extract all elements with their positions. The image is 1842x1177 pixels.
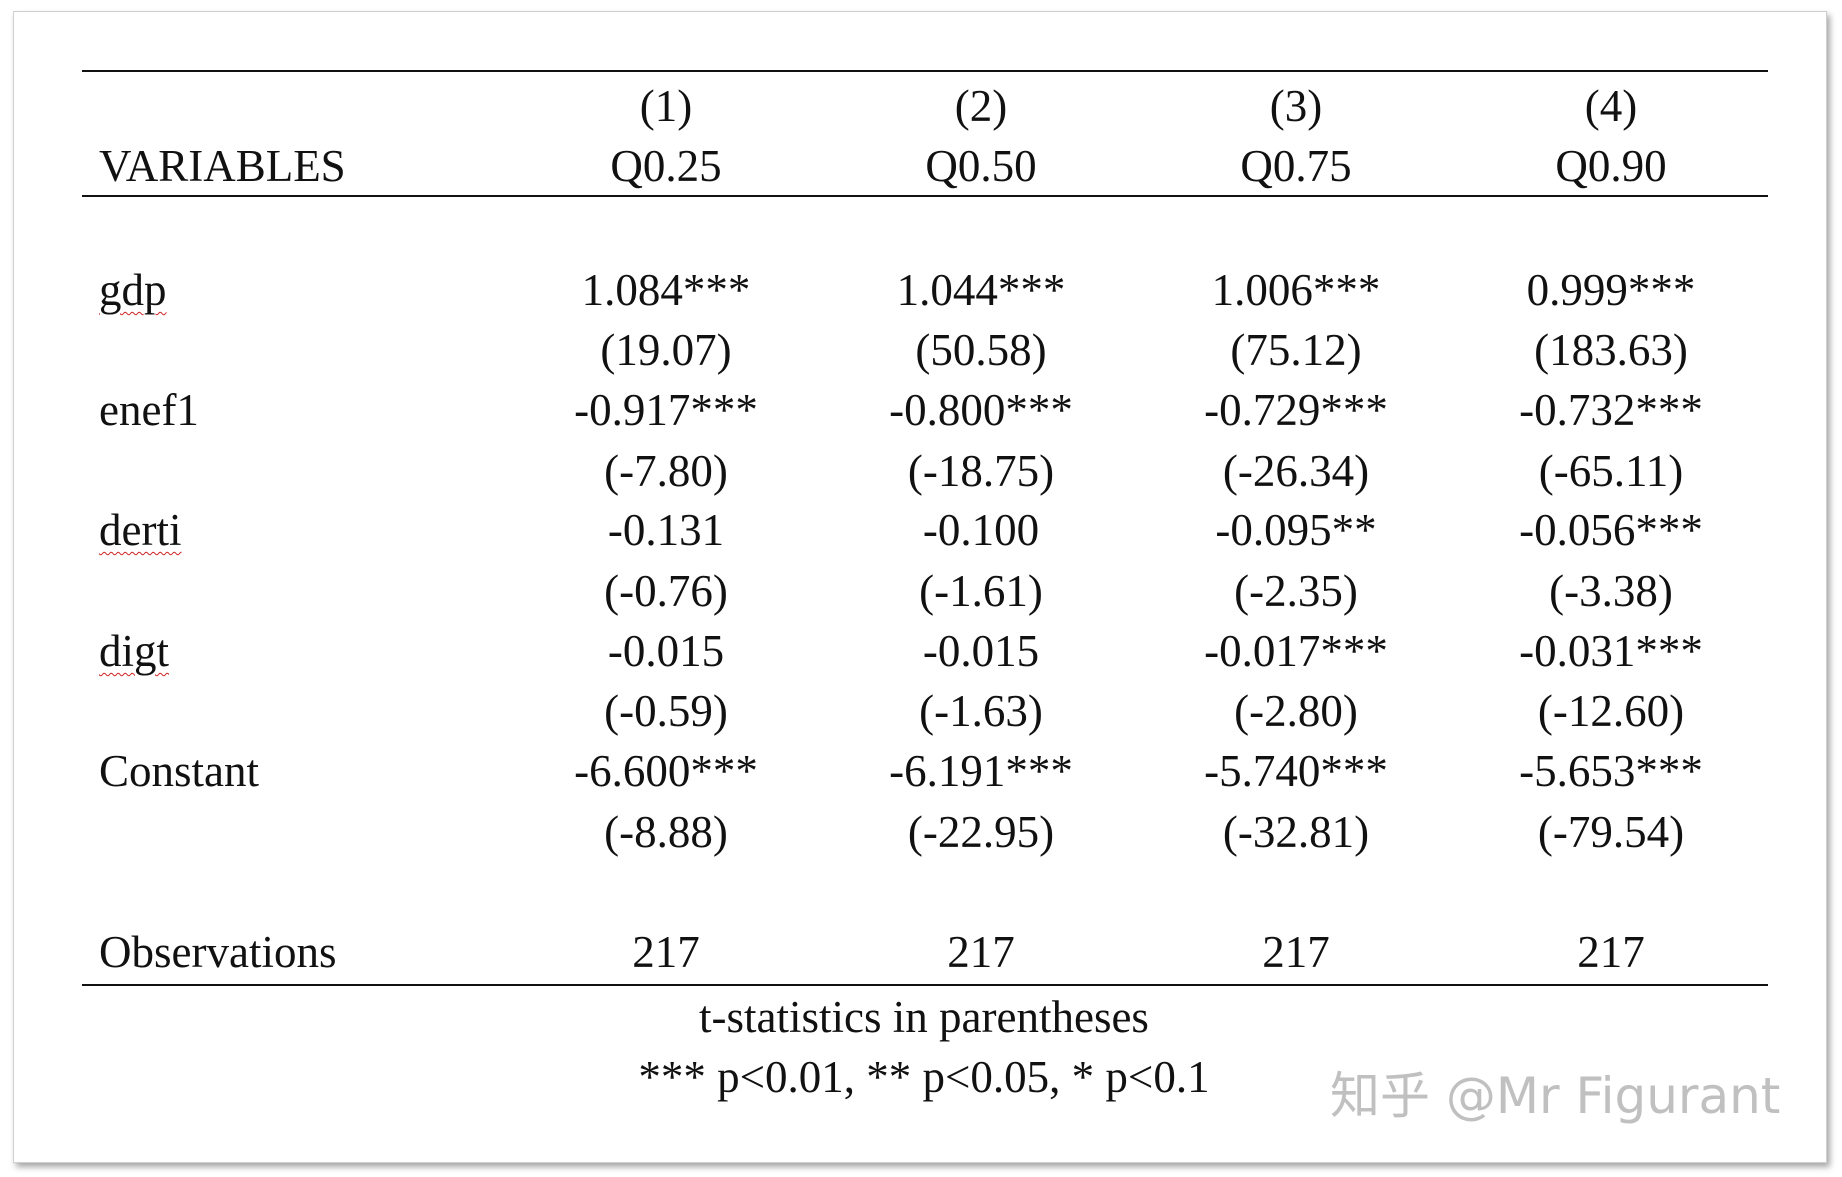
coef-cell: -0.131 <box>607 505 725 555</box>
coef-cell: -5.740*** <box>1204 746 1388 796</box>
row-label-gdp: gdp <box>99 265 167 315</box>
header-rule <box>82 195 1768 197</box>
row-label-text: derti <box>99 505 182 555</box>
col-number-3: (3) <box>1269 81 1323 131</box>
row-label-derti: derti <box>99 505 181 555</box>
coef-cell: -5.653*** <box>1519 746 1703 796</box>
observations-cell: 217 <box>632 927 700 977</box>
document-frame <box>13 11 1827 1163</box>
row-label-text: gdp <box>99 265 167 315</box>
col-name-2: Q0.50 <box>925 141 1037 191</box>
coef-cell: -0.729*** <box>1204 385 1388 435</box>
tstat-cell: (-1.63) <box>919 686 1043 736</box>
tstat-cell: (-1.61) <box>919 566 1043 616</box>
observations-cell: 217 <box>1262 927 1330 977</box>
tstat-cell: (50.58) <box>915 325 1047 375</box>
observations-cell: 217 <box>947 927 1015 977</box>
tstat-cell: (-3.38) <box>1549 566 1673 616</box>
coef-cell: -0.732*** <box>1519 385 1703 435</box>
tstat-cell: (-0.59) <box>604 686 728 736</box>
tstat-cell: (-2.80) <box>1234 686 1358 736</box>
row-label-text: digt <box>99 626 170 676</box>
col-name-1: Q0.25 <box>610 141 722 191</box>
coef-cell: -0.095** <box>1215 505 1377 555</box>
tstat-cell: (-22.95) <box>907 807 1055 857</box>
tstat-cell: (-2.35) <box>1234 566 1358 616</box>
coef-cell: -0.015 <box>922 626 1040 676</box>
row-label-digt: digt <box>99 626 169 676</box>
top-rule <box>82 70 1768 72</box>
coef-cell: -0.100 <box>922 505 1040 555</box>
watermark: 知乎 @Mr Figurant <box>1330 1067 1781 1125</box>
coef-cell: -0.917*** <box>574 385 758 435</box>
tstat-cell: (-18.75) <box>907 446 1055 496</box>
variables-header: VARIABLES <box>99 141 346 191</box>
coef-cell: -0.017*** <box>1204 626 1388 676</box>
row-label-enef1: enef1 <box>99 385 199 435</box>
tstat-cell: (-12.60) <box>1537 686 1685 736</box>
coef-cell: -0.015 <box>607 626 725 676</box>
tstat-cell: (-65.11) <box>1538 446 1684 496</box>
coef-cell: -0.031*** <box>1519 626 1703 676</box>
tstat-cell: (-32.81) <box>1222 807 1370 857</box>
tstat-cell: (-0.76) <box>604 566 728 616</box>
coef-cell: 1.044*** <box>896 265 1066 315</box>
tstat-cell: (75.12) <box>1230 325 1362 375</box>
tstat-cell: (-79.54) <box>1537 807 1685 857</box>
col-number-2: (2) <box>954 81 1008 131</box>
note-significance: *** p<0.01, ** p<0.05, * p<0.1 <box>638 1052 1210 1102</box>
row-label-constant: Constant <box>99 746 260 796</box>
tstat-cell: (19.07) <box>600 325 732 375</box>
note-tstat: t-statistics in parentheses <box>699 992 1149 1042</box>
tstat-cell: (-26.34) <box>1222 446 1370 496</box>
col-name-3: Q0.75 <box>1240 141 1352 191</box>
observations-cell: 217 <box>1577 927 1645 977</box>
coef-cell: -0.800*** <box>889 385 1073 435</box>
col-number-1: (1) <box>639 81 693 131</box>
coef-cell: 1.084*** <box>581 265 751 315</box>
tstat-cell: (-8.88) <box>604 807 728 857</box>
coef-cell: 1.006*** <box>1211 265 1381 315</box>
coef-cell: 0.999*** <box>1526 265 1696 315</box>
coef-cell: -0.056*** <box>1519 505 1703 555</box>
coef-cell: -6.191*** <box>889 746 1073 796</box>
coef-cell: -6.600*** <box>574 746 758 796</box>
tstat-cell: (-7.80) <box>604 446 728 496</box>
col-name-4: Q0.90 <box>1555 141 1667 191</box>
col-number-4: (4) <box>1584 81 1638 131</box>
bottom-rule <box>82 984 1768 986</box>
tstat-cell: (183.63) <box>1534 325 1688 375</box>
observations-label: Observations <box>99 927 337 977</box>
